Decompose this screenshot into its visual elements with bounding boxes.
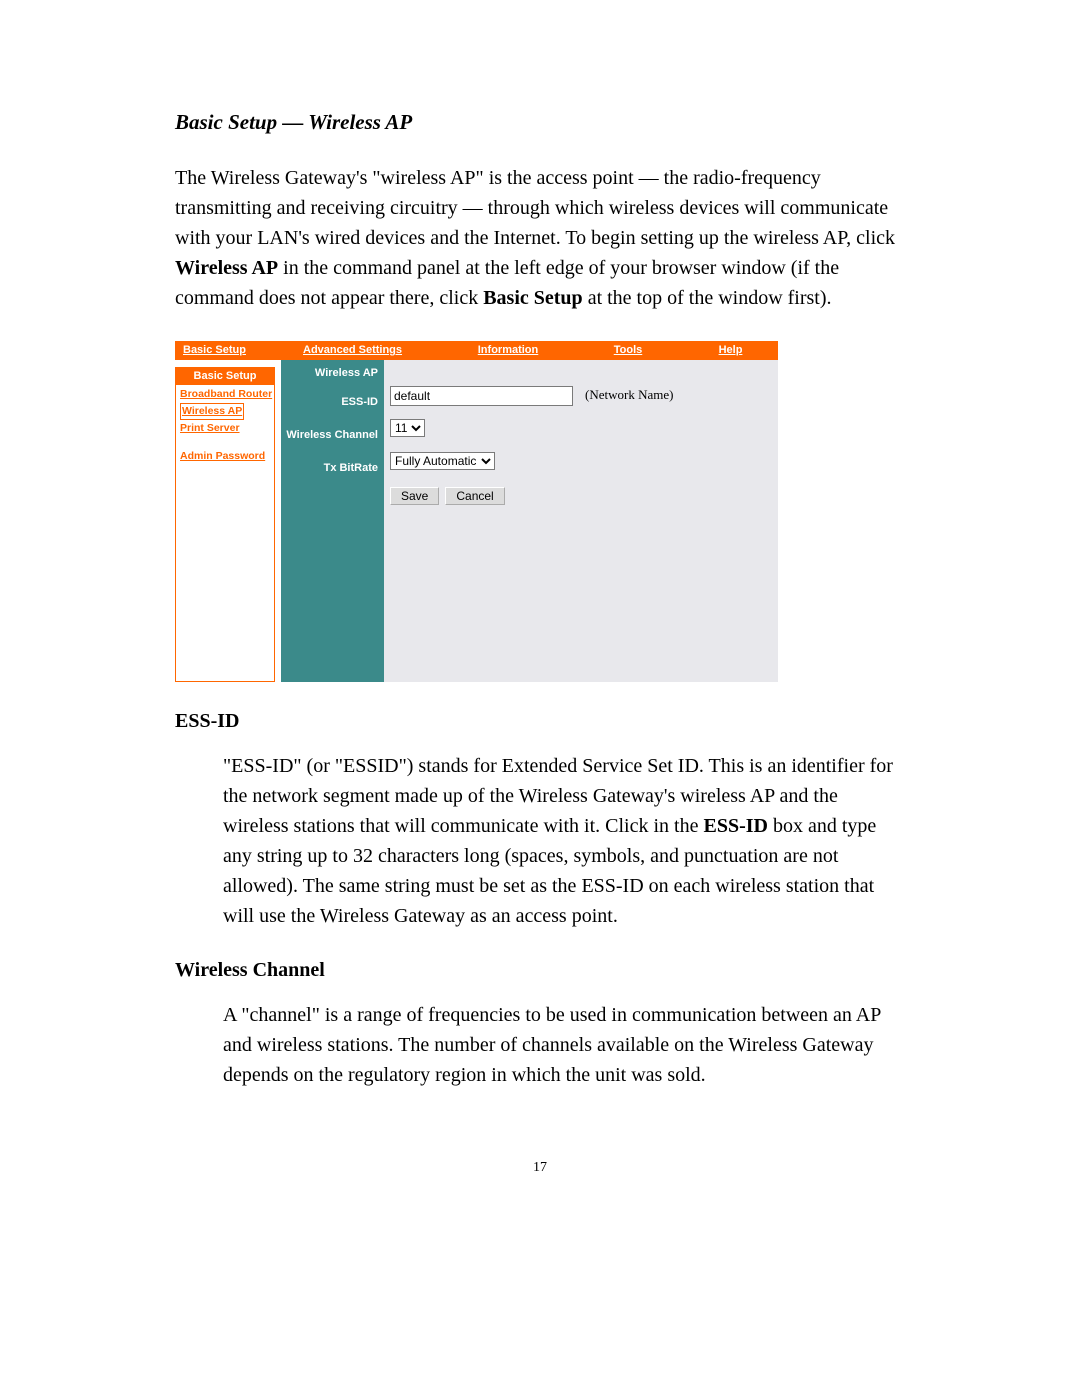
row-txbitrate: Fully Automatic — [390, 452, 778, 485]
top-nav: Basic Setup Advanced Settings Informatio… — [175, 341, 778, 360]
txbitrate-select[interactable]: Fully Automatic — [390, 452, 495, 470]
intro-paragraph: The Wireless Gateway's "wireless AP" is … — [175, 163, 905, 313]
row-channel: 11 — [390, 419, 778, 452]
sidebar-links: Broadband Router Wireless AP Print Serve… — [176, 385, 274, 465]
nav-basic-setup[interactable]: Basic Setup — [175, 341, 303, 360]
label-essid: ESS-ID — [281, 396, 378, 429]
router-screenshot: Basic Setup Advanced Settings Informatio… — [175, 341, 778, 682]
essid-note: (Network Name) — [585, 386, 673, 403]
sidebar-item-broadband[interactable]: Broadband Router — [180, 387, 270, 402]
essid-paragraph: "ESS-ID" (or "ESSID") stands for Extende… — [223, 751, 905, 931]
nav-information[interactable]: Information — [443, 341, 573, 360]
page-number: 17 — [175, 1160, 905, 1176]
sidebar-gap — [180, 435, 270, 449]
channel-subhead: Wireless Channel — [175, 959, 905, 982]
essid-input[interactable] — [390, 386, 573, 406]
channel-select[interactable]: 11 — [390, 419, 425, 437]
label-wireless-channel: Wireless Channel — [281, 429, 378, 462]
cancel-button[interactable]: Cancel — [445, 487, 504, 505]
intro-text-a: The Wireless Gateway's "wireless AP" is … — [175, 167, 895, 249]
document-page: Basic Setup — Wireless AP The Wireless G… — [0, 0, 1080, 1236]
screenshot-body: Basic Setup Broadband Router Wireless AP… — [175, 360, 778, 682]
label-column: Wireless AP ESS-ID Wireless Channel Tx B… — [281, 360, 384, 682]
essid-bold: ESS-ID — [703, 815, 767, 837]
form-column: (Network Name) 11 Fully Automatic Save Ca… — [384, 360, 778, 682]
intro-text-e: at the top of the window first). — [583, 287, 832, 309]
channel-paragraph: A "channel" is a range of frequencies to… — [223, 1000, 905, 1090]
nav-advanced-settings[interactable]: Advanced Settings — [303, 341, 443, 360]
sidebar-head: Basic Setup — [176, 368, 274, 385]
nav-tools[interactable]: Tools — [573, 341, 683, 360]
sidebar-wrap: Basic Setup Broadband Router Wireless AP… — [175, 360, 281, 682]
sidebar-item-printserver[interactable]: Print Server — [180, 421, 270, 436]
button-row: Save Cancel — [390, 485, 778, 505]
intro-bold-basicsetup: Basic Setup — [483, 287, 582, 309]
nav-help[interactable]: Help — [683, 341, 778, 360]
intro-bold-wirelessap: Wireless AP — [175, 257, 278, 279]
sidebar-item-wirelessap[interactable]: Wireless AP — [182, 404, 242, 419]
essid-subhead: ESS-ID — [175, 710, 905, 733]
sidebar-item-adminpassword[interactable]: Admin Password — [180, 449, 270, 464]
row-essid: (Network Name) — [390, 386, 778, 419]
label-head-wirelessap: Wireless AP — [281, 367, 378, 396]
section-title: Basic Setup — Wireless AP — [175, 110, 905, 135]
label-tx-bitrate: Tx BitRate — [281, 462, 378, 495]
sidebar: Basic Setup Broadband Router Wireless AP… — [175, 367, 275, 682]
save-button[interactable]: Save — [390, 487, 439, 505]
